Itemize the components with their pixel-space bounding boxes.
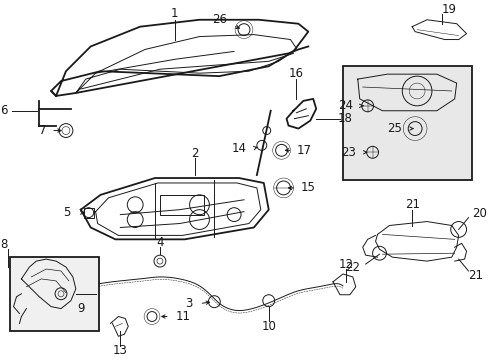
Bar (10, 257, 99, 331)
Text: 22: 22 (344, 261, 359, 274)
Text: 20: 20 (471, 207, 487, 220)
Text: 6: 6 (0, 104, 8, 117)
Text: 26: 26 (211, 13, 226, 26)
Text: 17: 17 (296, 144, 311, 157)
Text: 14: 14 (231, 142, 246, 155)
Text: 19: 19 (440, 3, 455, 16)
Bar (160, 195, 204, 215)
Text: 21: 21 (468, 269, 483, 283)
Text: 9: 9 (77, 302, 84, 315)
Text: 13: 13 (113, 344, 127, 357)
Text: 24: 24 (337, 99, 352, 112)
Text: 11: 11 (175, 310, 190, 323)
Text: 2: 2 (190, 147, 198, 160)
Text: 7: 7 (39, 124, 46, 137)
Text: 3: 3 (185, 297, 192, 310)
Text: 16: 16 (288, 67, 304, 80)
Text: 25: 25 (386, 122, 402, 135)
Text: 23: 23 (340, 146, 355, 159)
Text: 5: 5 (63, 206, 71, 219)
Text: 10: 10 (261, 320, 276, 333)
Text: 8: 8 (0, 238, 8, 251)
Text: 12: 12 (338, 257, 353, 271)
Text: 18: 18 (337, 112, 352, 125)
Bar (83, 208, 94, 217)
Text: 21: 21 (404, 198, 419, 211)
Text: 4: 4 (156, 236, 163, 249)
Text: 1: 1 (171, 7, 178, 20)
Text: 15: 15 (300, 181, 315, 194)
Bar (342, 66, 470, 180)
